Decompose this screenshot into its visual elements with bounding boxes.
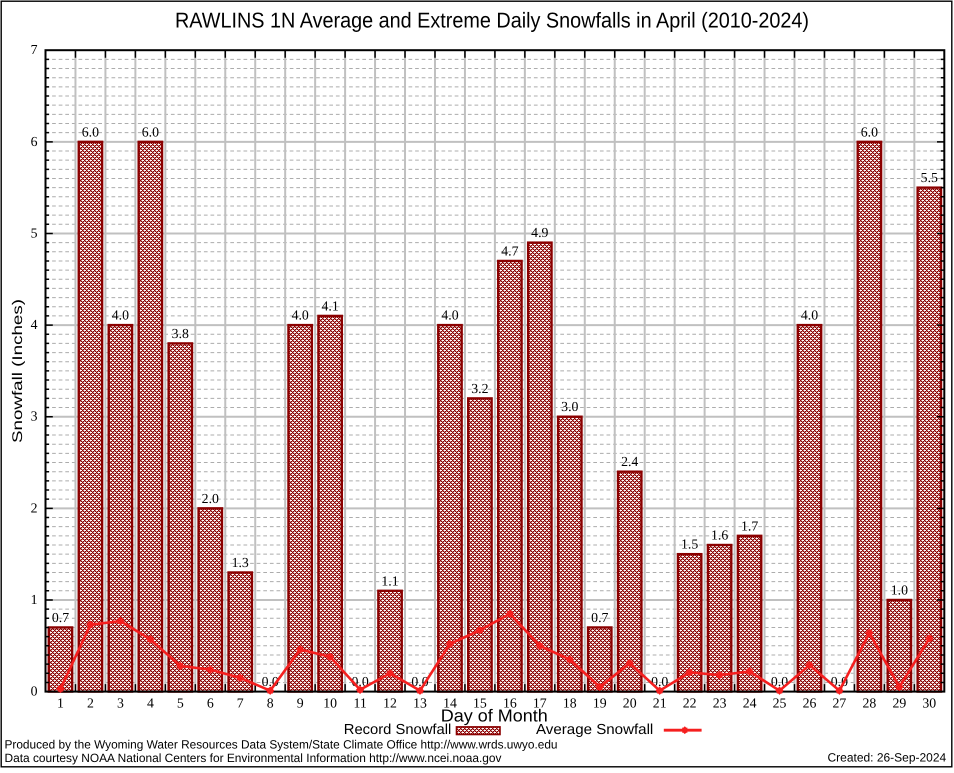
- svg-text:1.6: 1.6: [711, 527, 728, 542]
- svg-text:7: 7: [31, 42, 38, 57]
- svg-text:0: 0: [31, 684, 38, 699]
- svg-text:4: 4: [31, 317, 38, 332]
- svg-text:6: 6: [207, 696, 214, 711]
- svg-text:11: 11: [353, 696, 366, 711]
- svg-text:27: 27: [833, 696, 847, 711]
- svg-text:22: 22: [683, 696, 697, 711]
- svg-text:7: 7: [237, 696, 244, 711]
- svg-text:Record Snowfall: Record Snowfall: [344, 722, 452, 738]
- svg-text:20: 20: [623, 696, 637, 711]
- svg-text:4.0: 4.0: [112, 308, 129, 323]
- svg-text:6: 6: [31, 134, 38, 149]
- svg-text:0.7: 0.7: [52, 610, 69, 625]
- svg-text:3.2: 3.2: [471, 381, 488, 396]
- svg-text:25: 25: [773, 696, 787, 711]
- svg-text:3.0: 3.0: [561, 399, 578, 414]
- svg-text:21: 21: [653, 696, 667, 711]
- svg-text:9: 9: [297, 696, 304, 711]
- svg-text:RAWLINS 1N Average and Extreme: RAWLINS 1N Average and Extreme Daily Sno…: [175, 8, 809, 32]
- svg-text:13: 13: [413, 696, 427, 711]
- svg-text:1: 1: [31, 592, 38, 607]
- svg-text:2: 2: [87, 696, 94, 711]
- svg-text:30: 30: [922, 696, 936, 711]
- svg-text:16: 16: [503, 696, 517, 711]
- svg-text:Produced by the Wyoming Water: Produced by the Wyoming Water Resources …: [5, 738, 558, 752]
- svg-text:17: 17: [533, 696, 547, 711]
- svg-text:15: 15: [473, 696, 487, 711]
- svg-text:4.0: 4.0: [292, 308, 309, 323]
- svg-text:10: 10: [323, 696, 337, 711]
- svg-text:1.1: 1.1: [381, 573, 398, 588]
- svg-text:12: 12: [383, 696, 397, 711]
- svg-text:4: 4: [147, 696, 154, 711]
- svg-text:6.0: 6.0: [142, 124, 159, 139]
- svg-text:3: 3: [31, 409, 38, 424]
- svg-text:4.1: 4.1: [321, 298, 338, 313]
- svg-text:24: 24: [743, 696, 757, 711]
- svg-text:Created: 26-Sep-2024: Created: 26-Sep-2024: [828, 751, 947, 765]
- svg-text:Average Snowfall: Average Snowfall: [536, 722, 653, 738]
- svg-text:6.0: 6.0: [82, 124, 99, 139]
- svg-text:1.5: 1.5: [681, 537, 698, 552]
- svg-text:2.4: 2.4: [621, 454, 638, 469]
- svg-text:Data courtesy NOAA National Ce: Data courtesy NOAA National Centers for …: [5, 751, 502, 765]
- svg-text:28: 28: [863, 696, 877, 711]
- svg-text:4.9: 4.9: [531, 225, 548, 240]
- svg-text:4.0: 4.0: [801, 308, 818, 323]
- svg-text:4.7: 4.7: [501, 243, 518, 258]
- svg-text:3.8: 3.8: [172, 326, 189, 341]
- svg-text:1.3: 1.3: [232, 555, 249, 570]
- svg-text:18: 18: [563, 696, 577, 711]
- svg-text:Day of Month: Day of Month: [441, 706, 548, 726]
- svg-text:1.0: 1.0: [891, 582, 908, 597]
- svg-text:1: 1: [57, 696, 64, 711]
- svg-text:6.0: 6.0: [861, 124, 878, 139]
- svg-text:0.7: 0.7: [591, 610, 608, 625]
- svg-text:23: 23: [713, 696, 727, 711]
- svg-text:29: 29: [893, 696, 907, 711]
- svg-text:14: 14: [443, 696, 457, 711]
- svg-text:3: 3: [117, 696, 124, 711]
- svg-text:5: 5: [31, 225, 38, 240]
- svg-text:8: 8: [267, 696, 274, 711]
- svg-text:2: 2: [31, 500, 38, 515]
- svg-text:19: 19: [593, 696, 607, 711]
- svg-text:Snowfall (Inches): Snowfall (Inches): [9, 299, 25, 443]
- svg-text:4.0: 4.0: [441, 308, 458, 323]
- svg-text:26: 26: [803, 696, 817, 711]
- svg-text:1.7: 1.7: [741, 518, 758, 533]
- svg-text:5.5: 5.5: [921, 170, 938, 185]
- svg-text:5: 5: [177, 696, 184, 711]
- svg-text:2.0: 2.0: [202, 491, 219, 506]
